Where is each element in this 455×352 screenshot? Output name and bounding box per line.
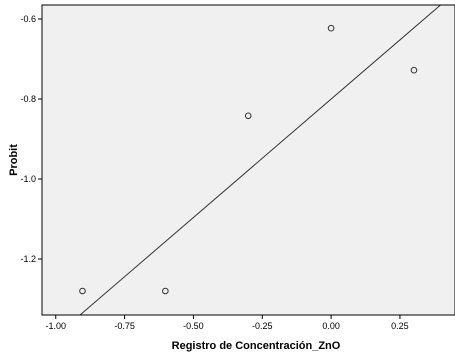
plot-area xyxy=(42,5,455,315)
data-point xyxy=(244,112,252,120)
y-tick-label: -0.8 xyxy=(20,94,36,104)
x-tick-label: 0.00 xyxy=(322,321,340,331)
fit-line xyxy=(79,5,442,315)
x-tick-label: -0.75 xyxy=(114,321,135,331)
data-point xyxy=(327,24,335,32)
x-tick-label: -0.25 xyxy=(252,321,273,331)
x-axis-title: Registro de Concentración_ZnO xyxy=(172,340,341,352)
data-point xyxy=(410,66,418,74)
tick-layer: -1.00 -0.75 -0.50 -0.25 0.00 0.25 -0.6 -0.8 -1.0… xyxy=(20,14,408,331)
x-tick-label: 0.25 xyxy=(391,321,409,331)
series-layer xyxy=(79,5,442,315)
y-tick-label: -1.2 xyxy=(20,254,36,264)
data-point xyxy=(79,287,86,295)
plot-frame xyxy=(41,4,455,316)
y-tick-label: -0.6 xyxy=(20,14,36,24)
data-point xyxy=(162,287,169,295)
y-axis-title: Probit xyxy=(8,144,20,176)
y-tick-label: -1.0 xyxy=(20,174,36,184)
x-tick-label: -0.50 xyxy=(183,321,204,331)
x-tick-label: -1.00 xyxy=(46,321,67,331)
